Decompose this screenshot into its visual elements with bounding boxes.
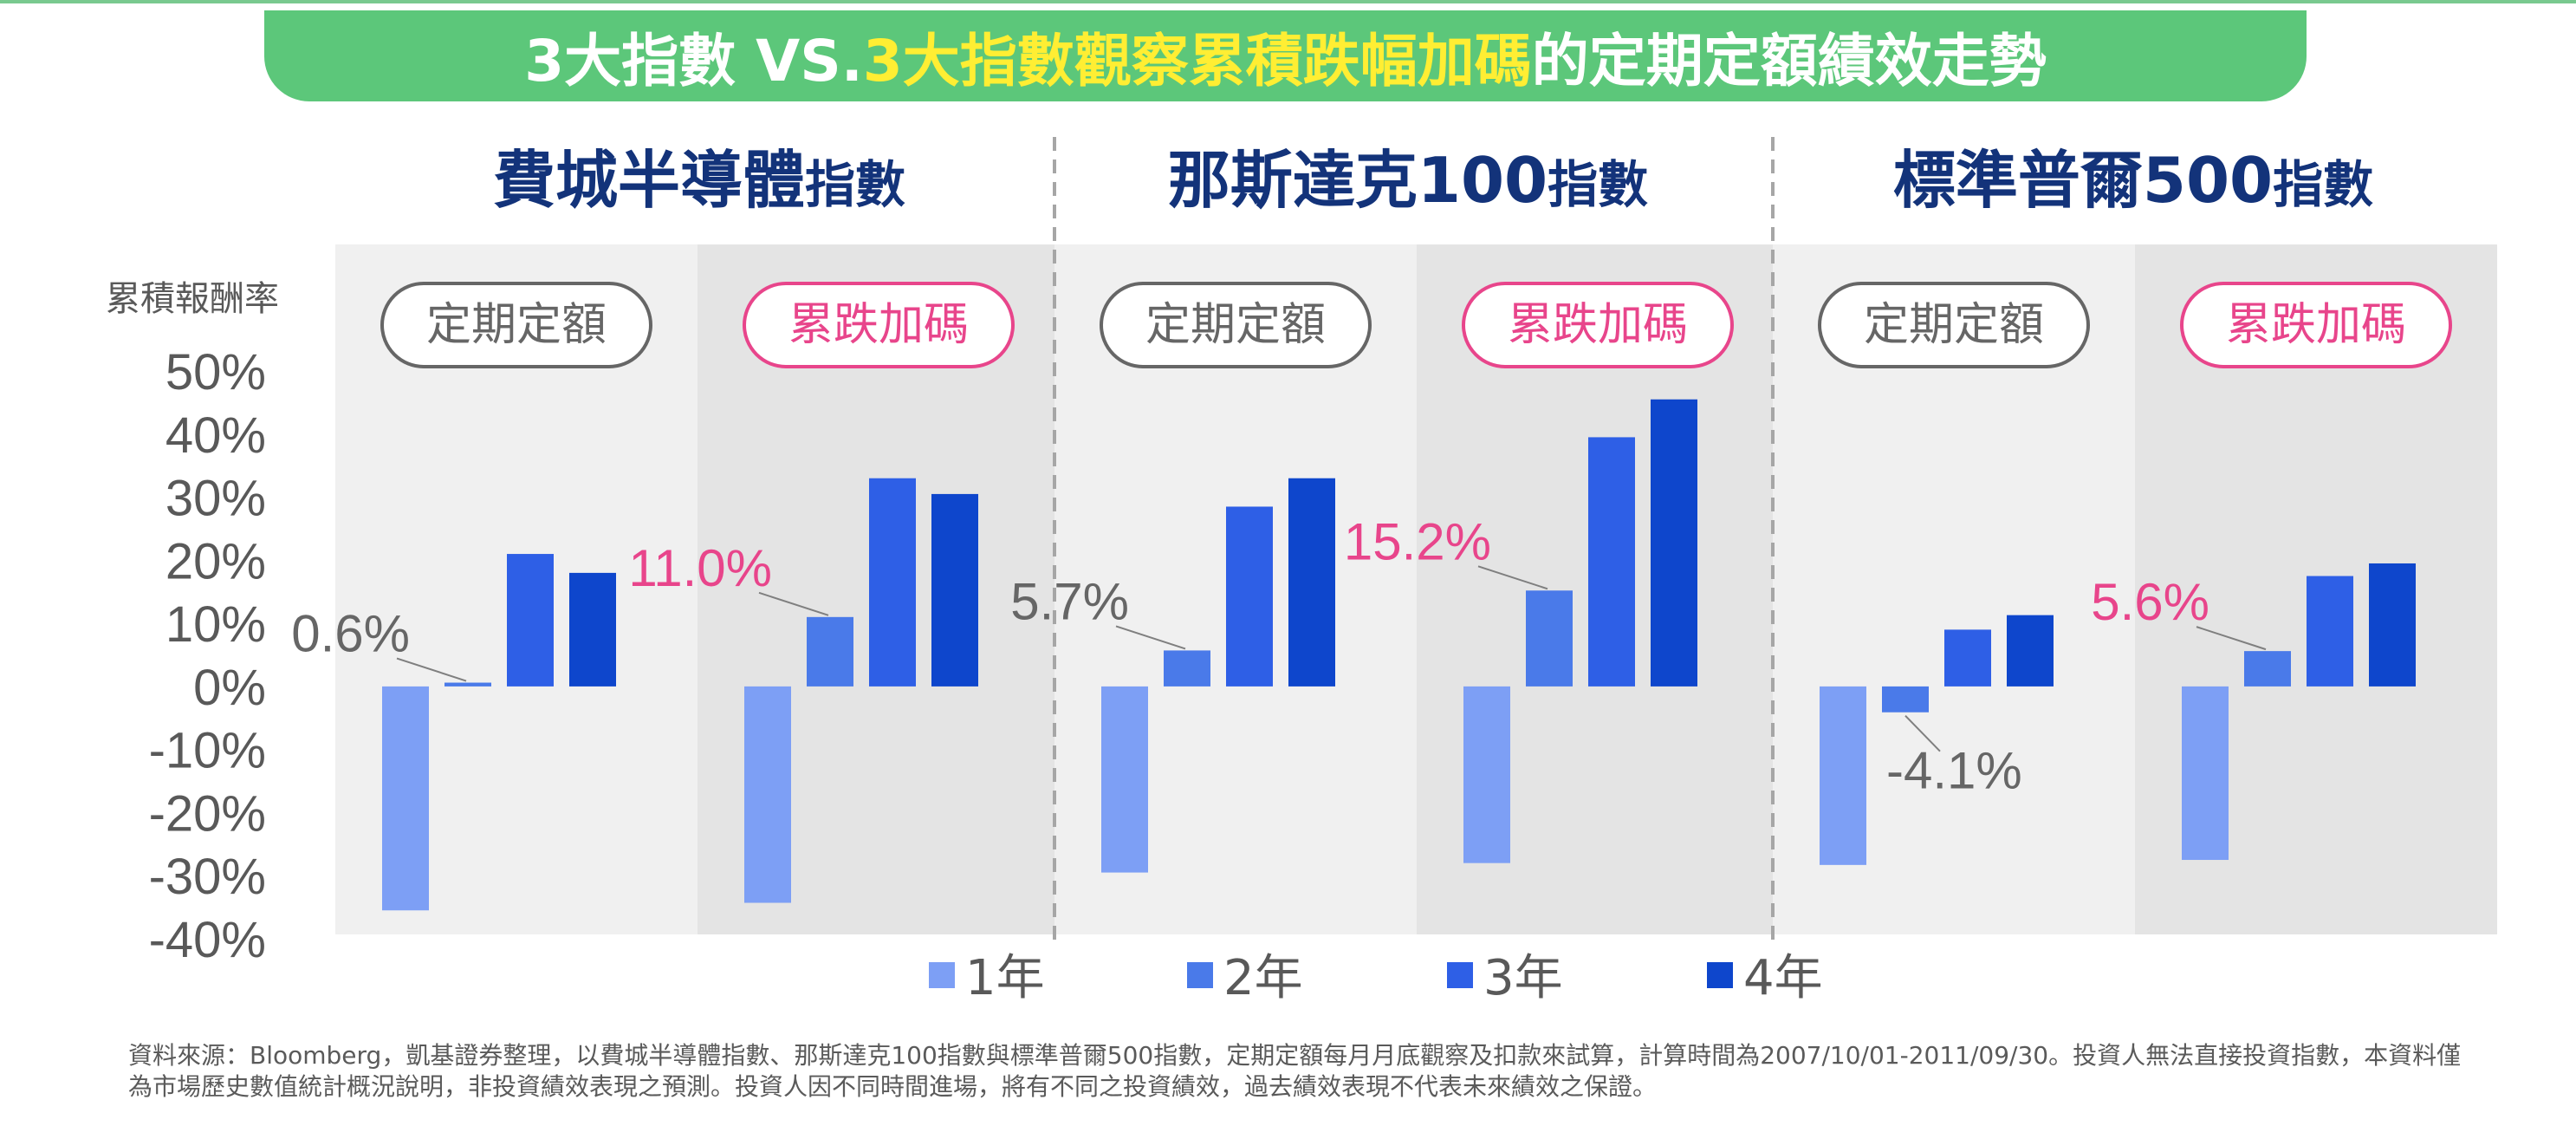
bar-3y [1226,506,1273,687]
panel-label-pill [743,282,1015,368]
bar-2y [2244,651,2291,687]
panel-label-pill [2180,282,2452,368]
legend-swatch [1187,962,1213,988]
bar-3y [869,478,916,687]
bar-2y [807,616,853,687]
y-axis-label: 累積報酬率 [106,279,279,319]
panel-label-pill [1818,282,2090,368]
data-label: -4.1% [1886,742,2022,800]
panel-label-pill [1462,282,1734,368]
y-tick-label: -30% [149,849,266,905]
bar-2y [1882,686,1929,713]
bar-3y [1944,629,1991,687]
panel-label: 定期定額 [426,299,607,351]
data-label: 5.6% [2091,573,2209,631]
data-label: 5.7% [1010,572,1129,630]
bar-1y [1820,686,1866,865]
panel-label: 定期定額 [1864,299,2044,351]
bar-4y [2007,615,2054,687]
bar-4y [569,572,616,687]
bar-1y [2182,686,2229,861]
y-tick-label: -20% [149,785,266,842]
group-title: 費城半導體指數 [493,144,905,217]
bar-3y [1588,437,1635,687]
panel-label: 定期定額 [1145,299,1326,351]
y-tick-label: -40% [149,912,266,968]
bar-chart: 累積報酬率 50% 40% 30% 20% 10% 0% -10% -20% -30% -40% 費城… [106,137,2497,1006]
legend-label: 1年 [965,950,1045,1006]
title-part-3: 的定期定額績效走勢 [1531,27,2047,94]
y-tick-label: 10% [165,596,266,653]
y-tick-label: 40% [165,407,266,464]
bar-2y [1164,650,1210,687]
legend-swatch [1707,962,1733,988]
source-note: 資料來源：Bloomberg，凱基證券整理，以費城半導體指數、那斯達克100指數… [128,1041,2462,1101]
annotation-leader [2196,626,2267,651]
panel-label: 累跌加碼 [1508,299,1688,351]
bar-1y [744,686,791,903]
bar-1y [382,686,429,911]
title-highlight: 3大指數觀察累積跌幅加碼 [862,27,1532,94]
legend-label: 3年 [1483,950,1563,1006]
bar-4y [1651,399,1697,687]
annotation-leader [396,657,467,682]
legend-label: 4年 [1743,950,1823,1006]
bar-3y [2307,576,2353,687]
panel-label: 累跌加碼 [2226,299,2406,351]
bar-1y [1463,686,1510,863]
bar-1y [1101,686,1148,873]
annotation-leader [1477,565,1548,590]
group-title: 那斯達克100指數 [1168,144,1648,217]
bar-3y [507,554,554,687]
y-tick-label: -10% [149,723,266,779]
annotation-leader [758,591,829,616]
bar-4y [1288,478,1335,687]
legend-swatch [1447,962,1473,988]
bar-4y [2369,563,2416,687]
data-label: 0.6% [291,605,410,663]
bar-2y [1526,590,1573,687]
group-title: 標準普爾500指數 [1893,144,2373,217]
data-label: 11.0% [628,539,772,597]
y-tick-label: 0% [193,660,266,716]
annotation-leader [1904,715,1941,752]
bar-4y [931,493,978,687]
title-banner: 3大指數 VS. 3大指數觀察累積跌幅加碼 的定期定額績效走勢 [264,10,2307,101]
legend-label: 2年 [1223,950,1303,1006]
annotation-leader [1115,625,1186,650]
bar-2y [444,682,491,687]
data-label: 15.2% [1344,512,1491,570]
panel-label-pill [380,282,652,368]
panel-label: 累跌加碼 [788,299,969,351]
top-accent-line [0,0,2576,3]
title-part-1: 3大指數 VS. [524,27,863,94]
y-tick-label: 30% [165,471,266,527]
legend-swatch [929,962,955,988]
y-tick-label: 20% [165,533,266,589]
panel-label-pill [1100,282,1372,368]
y-tick-label: 50% [165,344,266,400]
